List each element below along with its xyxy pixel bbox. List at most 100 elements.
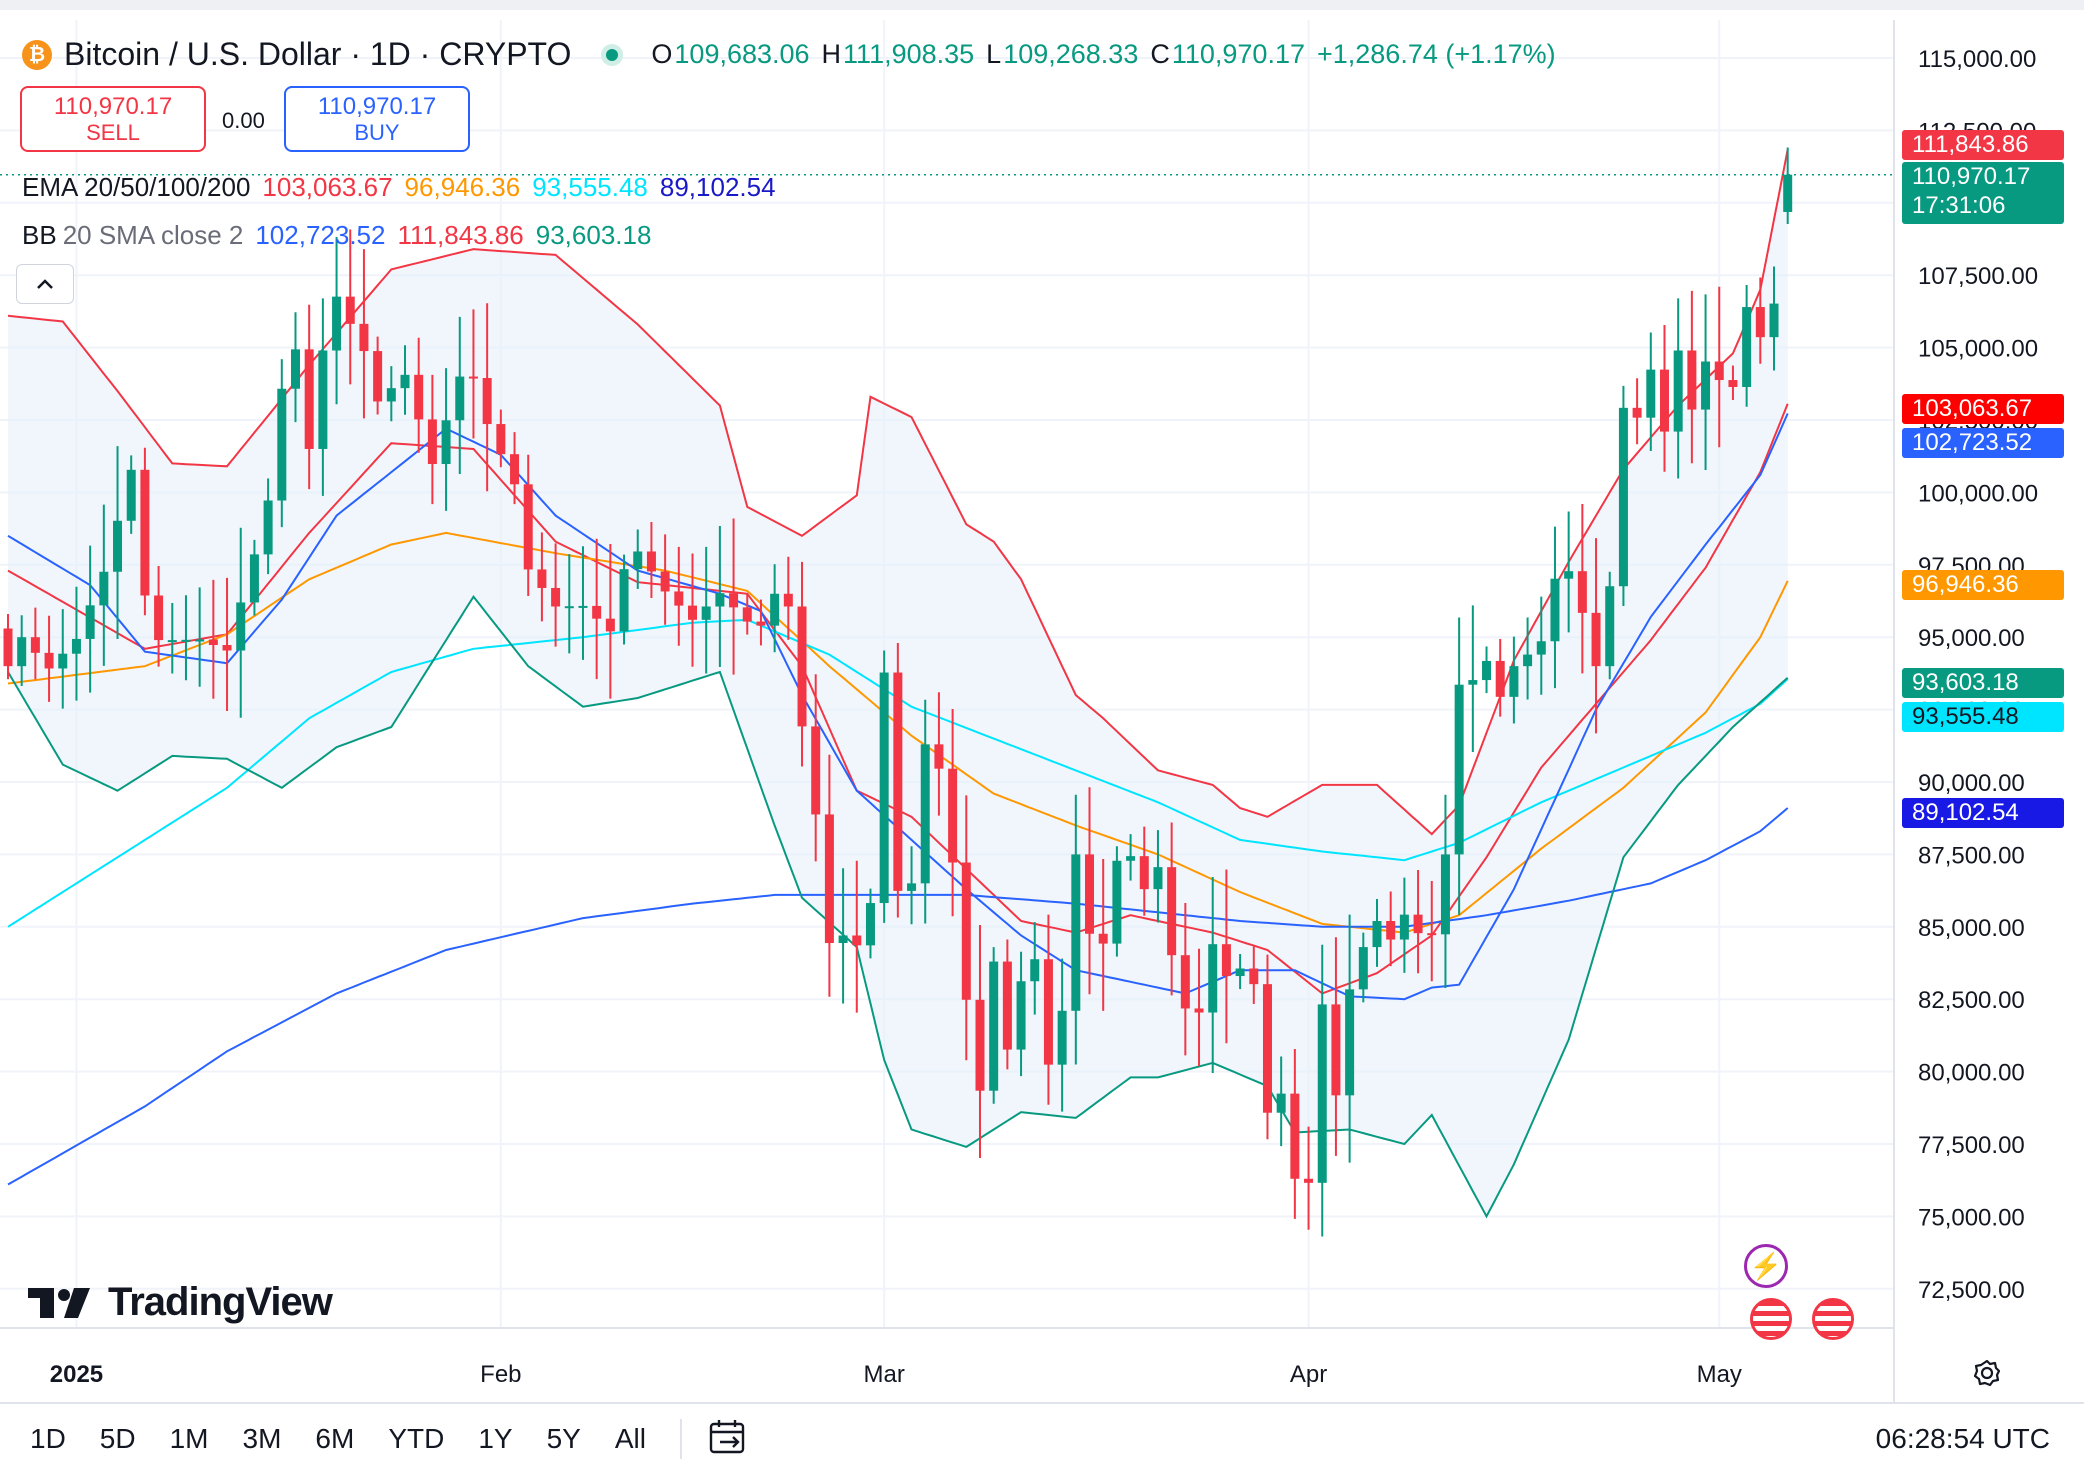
candle-body [797, 606, 807, 727]
chart-settings-button[interactable] [1972, 1358, 2002, 1393]
range-button-1y[interactable]: 1Y [478, 1423, 513, 1454]
low-value: 109,268.33 [1003, 39, 1139, 69]
candle-body [838, 935, 848, 944]
candle-body [1208, 944, 1218, 1013]
candle-body [468, 376, 478, 379]
bb-upper-value: 111,843.86 [397, 220, 524, 250]
time-axis: 2025FebMarAprMayJu [50, 1361, 1742, 1388]
candle-body [222, 645, 232, 651]
candle-body [578, 605, 588, 608]
range-button-6m[interactable]: 6M [315, 1423, 355, 1454]
time-axis-label: Apr [1290, 1361, 1327, 1388]
candle-body [1345, 989, 1355, 1096]
candle-body [1139, 856, 1149, 890]
candle-body [1659, 369, 1669, 432]
buy-button[interactable]: 110,970.17 BUY [284, 86, 470, 152]
range-button-5y[interactable]: 5Y [546, 1423, 581, 1454]
ema50-value: 96,946.36 [404, 172, 521, 202]
collapse-legend-button[interactable] [16, 264, 74, 304]
tradingview-watermark[interactable]: TradingView [28, 1280, 333, 1325]
range-button-5d[interactable]: 5D [99, 1423, 136, 1454]
price-axis-label: 75,000.00 [1918, 1204, 2025, 1231]
tradingview-logo-icon [28, 1287, 90, 1318]
candle-body [318, 350, 328, 449]
ema-legend[interactable]: EMA 20/50/100/200 103,063.67 96,946.36 9… [22, 172, 788, 203]
candle-body [1098, 933, 1108, 944]
candle-body [1687, 350, 1697, 410]
close-label: C [1150, 39, 1170, 69]
chart-canvas[interactable]: 115,000.00112,500.00110,000.00107,500.00… [0, 10, 2084, 1402]
candle-body [1030, 959, 1040, 982]
us-event-flag-icon-2[interactable] [1812, 1298, 1854, 1340]
candle-body [893, 672, 903, 891]
candle-body [811, 726, 821, 815]
last-price-value: 110,970.17 [1912, 163, 2031, 190]
range-button-1m[interactable]: 1M [169, 1423, 209, 1454]
candle-body [1262, 984, 1272, 1113]
candle-body [1536, 641, 1546, 655]
price-axis-label: 90,000.00 [1918, 770, 2025, 797]
price-axis-label: 85,000.00 [1918, 915, 2025, 942]
candle-body [1386, 921, 1396, 940]
time-axis-label: May [1697, 1361, 1742, 1388]
candle-body [742, 607, 752, 622]
range-button-1d[interactable]: 1D [30, 1423, 66, 1454]
gear-icon [1973, 1359, 2001, 1387]
candle-body [113, 520, 123, 572]
range-button-3m[interactable]: 3M [242, 1423, 282, 1454]
candle-body [510, 454, 520, 485]
price-axis-label: 100,000.00 [1918, 480, 2038, 507]
calendar-range-icon [709, 1419, 745, 1453]
candle-body [537, 569, 547, 588]
date-range-button[interactable] [708, 1418, 748, 1461]
candle-body [592, 605, 602, 619]
candle-body [1126, 856, 1136, 861]
sell-button[interactable]: 110,970.17 SELL [20, 86, 206, 152]
candle-body [277, 388, 287, 501]
candle-body [879, 672, 889, 904]
range-button-ytd[interactable]: YTD [388, 1423, 445, 1454]
candle-body [154, 595, 164, 641]
candle-body [1577, 571, 1587, 613]
bb-legend[interactable]: BB 20 SMA close 2 102,723.52 111,843.86 … [22, 220, 663, 251]
candle-body [852, 935, 862, 946]
candle-body [674, 591, 684, 606]
utc-clock[interactable]: 06:28:54 UTC [1875, 1423, 2050, 1454]
ema200-price-tag: 89,102.54 [1902, 798, 2064, 828]
candle-body [195, 639, 205, 642]
candle-body [1043, 959, 1053, 1065]
candle-body [770, 593, 780, 626]
candle-body [1495, 660, 1505, 697]
candle-body [1180, 955, 1190, 1009]
candle-body [989, 961, 999, 1091]
bb-lower-value: 93,603.18 [535, 220, 652, 250]
candle-body [30, 637, 40, 653]
last-price-tag: 110,970.17 17:31:06 [1902, 162, 2064, 224]
ai-insight-icon[interactable]: ⚡ [1744, 1244, 1788, 1288]
candle-body [660, 571, 670, 592]
candle-body [1742, 307, 1752, 387]
candle-body [140, 469, 150, 596]
low-label: L [986, 39, 1002, 69]
candle-body [824, 814, 834, 944]
candle-body [715, 593, 725, 607]
candle-body [441, 420, 451, 465]
symbol-title[interactable]: Bitcoin / U.S. Dollar · 1D · CRYPTO [64, 36, 572, 72]
candle-body [1523, 654, 1533, 667]
candle-body [1235, 968, 1245, 977]
candle-body [551, 587, 561, 607]
candle-body [1783, 174, 1793, 212]
price-axis-label: 95,000.00 [1918, 625, 2025, 652]
candle-body [1550, 578, 1560, 642]
candle-body [1605, 586, 1615, 667]
candle-body [619, 569, 629, 632]
us-event-flag-icon[interactable] [1750, 1298, 1792, 1340]
range-button-all[interactable]: All [614, 1423, 646, 1454]
bottom-toolbar: 1D 5D 1M 3M 6M YTD 1Y 5Y All 06:28:54 UTC [0, 1402, 2084, 1464]
candle-body [373, 351, 383, 402]
candle-body [427, 419, 437, 465]
open-label: O [651, 39, 673, 69]
candle-body [523, 484, 533, 570]
time-axis-label: Mar [863, 1361, 904, 1388]
